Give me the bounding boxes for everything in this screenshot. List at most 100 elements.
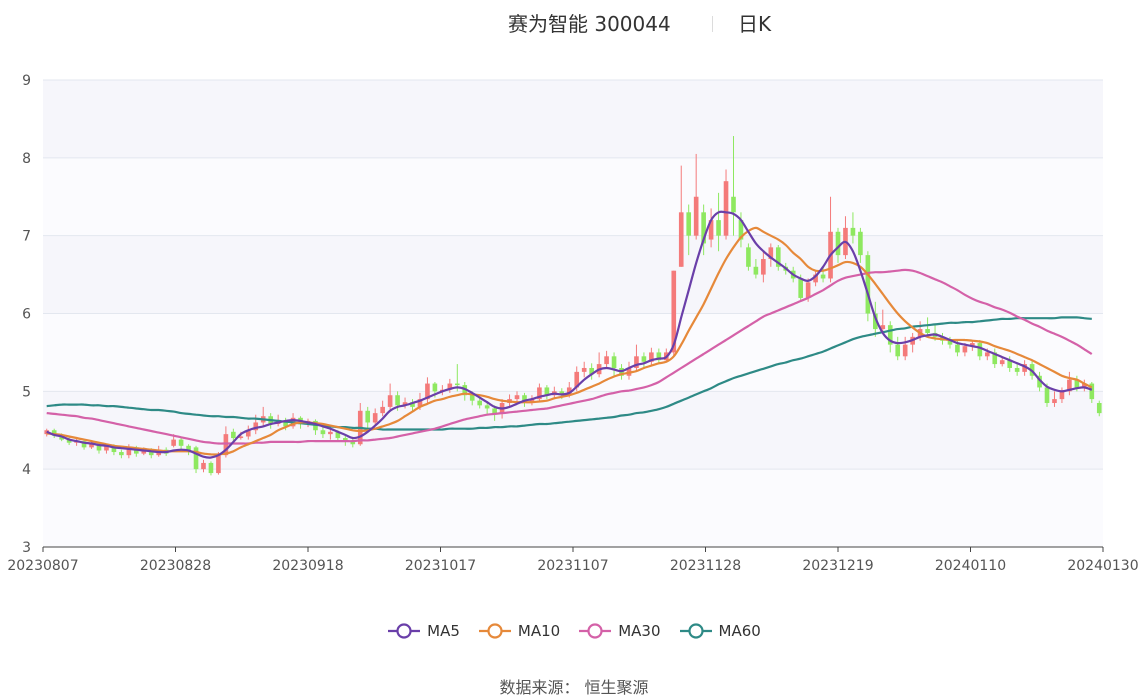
legend-item-ma30[interactable]: MA30 xyxy=(578,622,661,640)
candle-body xyxy=(977,343,983,357)
candle-body xyxy=(372,413,378,423)
legend-label: MA60 xyxy=(718,622,761,640)
ma5-line xyxy=(46,210,1093,459)
candle-body xyxy=(999,360,1005,365)
chart-title: 赛为智能 300044 xyxy=(508,12,671,36)
candle-body xyxy=(328,431,333,435)
candle-body xyxy=(925,329,930,333)
candle-body xyxy=(1082,383,1087,388)
candle-body xyxy=(365,410,371,423)
candle-body xyxy=(641,356,647,362)
x-tick-label: 20230807 xyxy=(7,558,78,574)
candle-body xyxy=(395,395,400,406)
candle-body xyxy=(119,452,124,456)
candle-body xyxy=(559,391,565,396)
candle-body xyxy=(753,266,759,275)
candle-body xyxy=(1059,391,1065,400)
candle-body xyxy=(425,383,430,400)
candle-body xyxy=(387,395,393,407)
candle-body xyxy=(544,387,550,396)
candle-body xyxy=(402,402,408,406)
ma60-line xyxy=(46,316,1092,431)
candle-body xyxy=(865,255,871,314)
candle-body xyxy=(1089,383,1095,400)
candle-body xyxy=(611,356,617,368)
candle-body xyxy=(798,278,803,298)
candle-body xyxy=(454,383,460,386)
candle-body xyxy=(984,352,990,357)
candle-body xyxy=(537,387,542,400)
candle-body xyxy=(514,395,520,400)
candle-body xyxy=(238,436,244,439)
candle-body xyxy=(350,441,356,445)
candle-body xyxy=(216,455,221,474)
candle-body xyxy=(111,445,117,453)
candle-body xyxy=(746,247,751,267)
candle-body xyxy=(320,430,326,435)
candle-body xyxy=(231,431,236,439)
candle-body xyxy=(970,343,975,347)
candle-body xyxy=(955,344,960,353)
title-separator xyxy=(712,16,713,32)
candle-body xyxy=(477,400,483,406)
candle-body xyxy=(581,367,587,372)
candle-body xyxy=(104,445,109,451)
candle-body xyxy=(410,402,415,407)
candle-body xyxy=(723,181,729,236)
legend-line-circle-icon xyxy=(579,623,612,639)
candle-body xyxy=(522,395,527,404)
candle-body xyxy=(283,420,288,427)
candle-body xyxy=(678,212,684,267)
candle-body xyxy=(193,447,199,470)
grid-band xyxy=(43,469,1103,547)
candle-body xyxy=(1074,379,1080,388)
x-tick-label: 20240110 xyxy=(935,558,1006,574)
candle-body xyxy=(492,408,497,414)
x-tick-label: 20231107 xyxy=(537,558,608,574)
x-tick-label: 20230918 xyxy=(272,558,343,574)
candle-body xyxy=(245,430,251,437)
candle-body xyxy=(1067,379,1072,392)
y-tick-label: 6 xyxy=(22,307,31,323)
candle-body xyxy=(171,439,176,446)
legend-label: MA30 xyxy=(618,622,661,640)
legend-label: MA5 xyxy=(427,622,460,640)
legend-item-ma60[interactable]: MA60 xyxy=(679,622,761,640)
grid-band xyxy=(43,157,1103,236)
candle-body xyxy=(343,438,348,442)
legend-item-ma5[interactable]: MA5 xyxy=(387,622,460,640)
candle-body xyxy=(850,227,856,236)
candle-body xyxy=(716,220,721,236)
candle-body xyxy=(484,405,490,409)
candle-body xyxy=(649,352,654,362)
x-tick-label: 20231017 xyxy=(405,558,476,574)
candle-body xyxy=(208,462,214,474)
candle-body xyxy=(671,270,677,353)
candle-body xyxy=(589,367,594,375)
candle-body xyxy=(634,356,639,368)
candle-body xyxy=(962,346,968,353)
candle-body xyxy=(529,399,535,404)
x-tick-label: 20231128 xyxy=(670,558,741,574)
candle-body xyxy=(1052,399,1057,404)
legend-line-circle-icon xyxy=(478,623,511,639)
candle-body xyxy=(148,450,154,456)
chart-legend: MA5 MA10 MA30 MA60 xyxy=(0,622,1148,640)
candle-body xyxy=(1044,387,1050,404)
candle-body xyxy=(432,383,438,392)
ma30-line xyxy=(46,268,1093,445)
candle-body xyxy=(51,430,57,436)
legend-item-ma10[interactable]: MA10 xyxy=(478,622,560,640)
candle-body xyxy=(947,340,953,345)
candle-body xyxy=(708,220,714,240)
candle-body xyxy=(335,431,341,439)
candle-body xyxy=(1014,367,1020,372)
candle-body xyxy=(686,212,692,236)
candle-body xyxy=(701,212,706,244)
candle-body xyxy=(835,231,841,256)
x-tick-label: 20230828 xyxy=(140,558,211,574)
grid-band xyxy=(43,235,1103,314)
data-source: 数据来源： 恒生聚源 xyxy=(499,678,649,697)
candle-body xyxy=(761,259,766,275)
candle-body xyxy=(873,313,878,330)
